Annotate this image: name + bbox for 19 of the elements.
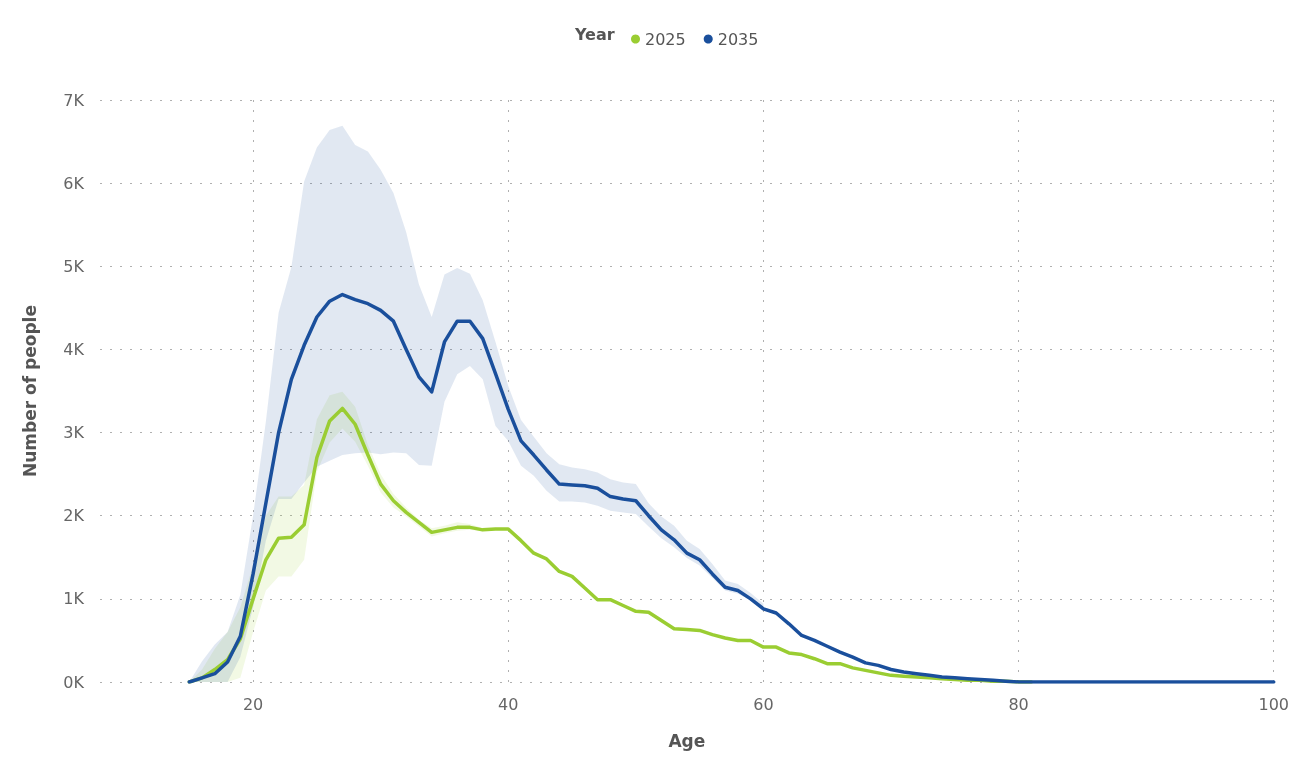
line-series (187, 292, 1276, 684)
x-tick-label: 80 (1008, 694, 1029, 714)
x-tick-label: 60 (753, 694, 774, 714)
y-tick-label: 3K (63, 423, 85, 443)
legend-title: Year (574, 24, 615, 44)
y-tick-label: 7K (63, 90, 85, 110)
y-tick-label: 5K (63, 256, 85, 276)
y-tick-label: 2K (63, 506, 85, 526)
y-tick-label: 0K (63, 672, 85, 692)
legend-label: 2035 (717, 29, 759, 49)
x-tick-label: 40 (498, 694, 519, 714)
x-axis-title: Age (668, 730, 706, 751)
y-tick-label: 4K (63, 339, 85, 359)
x-tick-label: 100 (1258, 694, 1289, 714)
y-tick-label: 6K (63, 173, 85, 193)
x-tick-label: 20 (242, 694, 264, 714)
y-axis-title: Number of people (19, 305, 40, 477)
y-tick-label: 1K (63, 589, 85, 609)
legend-label: 2025 (645, 29, 686, 49)
